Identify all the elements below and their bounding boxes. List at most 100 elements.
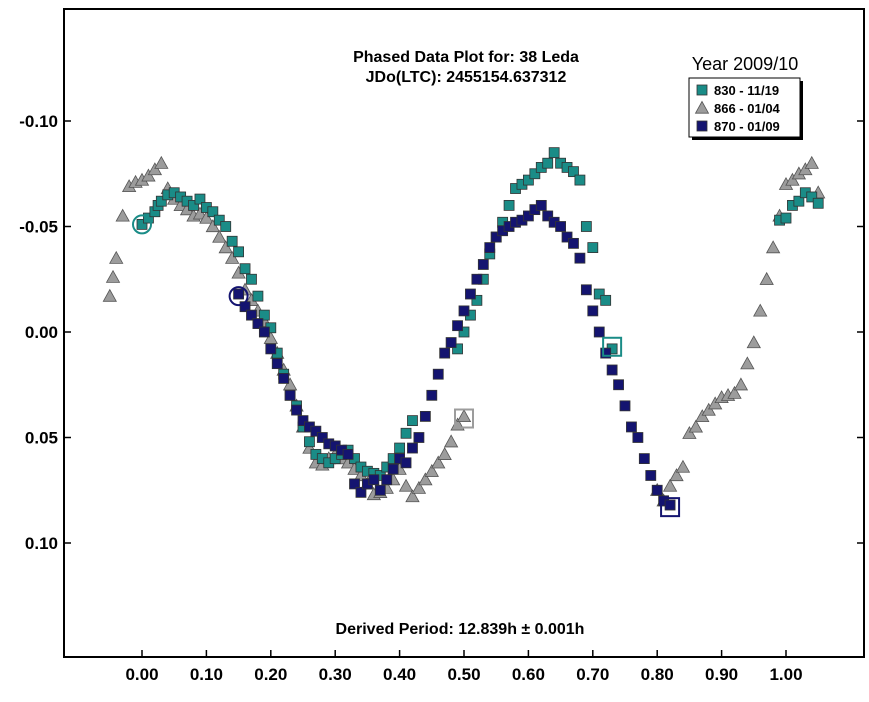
epoch-marker: [602, 336, 623, 357]
derived-period-label: Derived Period: 12.839h ± 0.001h: [336, 621, 585, 638]
data-point: [136, 218, 148, 230]
data-point: [548, 147, 560, 159]
data-point: [675, 459, 691, 473]
x-tick-label: 0.70: [576, 665, 609, 684]
data-point: [115, 208, 130, 222]
x-tick-label: 0.00: [125, 665, 158, 684]
data-point: [212, 229, 227, 243]
data-point: [194, 193, 206, 205]
data-point: [224, 250, 240, 264]
data-point: [626, 421, 637, 433]
y-tick-label: 0.05: [25, 429, 58, 448]
data-point: [220, 221, 232, 232]
x-axis-ticks: 0.00 0.10 0.20 0.30 0.40 0.50 0.60 0.70 0.80 0.90…: [125, 650, 803, 684]
data-point: [431, 455, 446, 469]
data-point: [355, 486, 367, 498]
data-point: [561, 231, 573, 243]
data-point: [105, 269, 121, 283]
data-point: [310, 425, 322, 437]
epoch-marker: [132, 214, 152, 235]
data-point: [207, 206, 219, 218]
data-point: [199, 210, 214, 224]
data-point: [226, 235, 238, 247]
data-point: [205, 219, 221, 233]
data-point: [753, 303, 768, 317]
x-tick-label: 0.10: [190, 665, 223, 684]
y-tick-label: -0.05: [19, 218, 58, 237]
x-tick-label: 0.80: [641, 665, 674, 684]
data-point: [192, 206, 208, 220]
data-point: [733, 377, 749, 391]
data-point: [606, 364, 618, 376]
data-point: [154, 155, 169, 169]
data-point: [418, 472, 433, 486]
data-point: [593, 288, 605, 300]
epoch-marker: [228, 286, 249, 307]
data-point: [746, 335, 761, 349]
data-point: [419, 410, 431, 422]
data-point: [407, 415, 418, 427]
data-point: [806, 191, 818, 203]
data-point: [218, 240, 233, 254]
data-point: [424, 463, 439, 477]
data-point: [102, 288, 117, 302]
y-tick-label: -0.10: [19, 112, 58, 131]
data-point: [297, 415, 309, 427]
x-tick-label: 0.50: [447, 665, 480, 684]
data-point: [812, 197, 824, 209]
data-point: [400, 427, 412, 439]
chart-subtitle: JDo(LTC): 2455154.637312: [366, 69, 567, 86]
data-point: [568, 166, 579, 178]
data-point: [587, 242, 599, 254]
data-point: [600, 347, 612, 359]
legend-marker: [694, 100, 710, 114]
data-point: [246, 309, 257, 321]
data-point: [529, 168, 541, 180]
data-point: [477, 259, 489, 270]
data-point: [284, 389, 296, 401]
legend-marker: [696, 84, 708, 96]
data-point: [471, 273, 483, 285]
data-point: [542, 210, 554, 222]
data-point: [727, 385, 742, 399]
epoch-marker: [454, 408, 474, 429]
data-point: [349, 478, 360, 490]
data-point: [432, 368, 444, 380]
data-point: [587, 305, 599, 317]
x-tick-label: 0.90: [705, 665, 738, 684]
data-point: [233, 246, 245, 258]
data-point: [484, 242, 496, 254]
data-point: [613, 379, 624, 391]
data-point: [452, 343, 463, 355]
data-point: [398, 478, 414, 492]
y-tick-label: 0.00: [25, 323, 58, 342]
data-point: [233, 288, 245, 300]
legend: 830 - 11/19 866 - 01/04 870 - 01/09: [688, 77, 803, 140]
data-point: [465, 288, 476, 300]
data-point: [109, 250, 124, 264]
data-point: [798, 162, 813, 176]
data-point: [780, 212, 792, 224]
data-point: [413, 432, 425, 443]
data-point: [188, 199, 199, 211]
legend-entry-label: 866 - 01/04: [714, 101, 781, 116]
data-point: [445, 337, 457, 348]
data-point: [411, 480, 427, 494]
data-point: [600, 294, 612, 306]
chart-title: Phased Data Plot for: 38 Leda: [353, 49, 579, 66]
data-point: [593, 326, 605, 338]
data-point: [342, 448, 354, 460]
epoch-marker: [660, 497, 681, 518]
data-point: [258, 309, 270, 321]
data-point: [147, 162, 163, 176]
data-point: [304, 436, 315, 448]
data-point: [368, 474, 380, 486]
data-point: [695, 409, 710, 423]
data-point: [669, 468, 684, 482]
data-point: [291, 404, 302, 416]
data-point: [740, 356, 755, 370]
data-point: [458, 326, 470, 338]
data-point: [381, 474, 393, 486]
data-point: [793, 195, 805, 207]
data-point: [394, 442, 406, 454]
